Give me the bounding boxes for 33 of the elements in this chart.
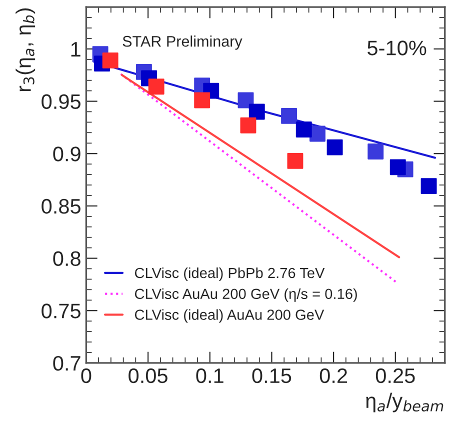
point xyxy=(238,92,254,108)
y-axis-title: r$_{3}$(η$_{a}$, η$_{b}$) xyxy=(16,8,36,92)
y-tick-label: 0.95 xyxy=(42,94,80,110)
point xyxy=(281,108,298,124)
point xyxy=(194,92,210,108)
y-tick-label: 0.7 xyxy=(53,356,80,371)
y-tick-label: 0.75 xyxy=(42,304,80,318)
y-tick-label: 0.8 xyxy=(53,251,80,266)
x-axis-title: η$_{a}$/y$_{beam}$ xyxy=(366,392,444,412)
point xyxy=(390,159,406,176)
y-tick-label: 0.9 xyxy=(53,146,80,162)
point xyxy=(420,178,437,194)
legend-label: CLVisc (ideal) AuAu 200 GeV xyxy=(134,309,324,323)
point xyxy=(102,52,118,68)
x-tick-label: 0.2 xyxy=(320,368,347,384)
y-tick-label: 1 xyxy=(71,42,80,56)
legend-label: CLVisc AuAu 200 GeV (η/s = 0.16) xyxy=(134,288,357,302)
point xyxy=(368,144,384,160)
annotation: STAR Preliminary xyxy=(122,36,242,50)
x-tick-label: 0.1 xyxy=(196,368,224,384)
point xyxy=(240,117,256,134)
x-tick-label: 0.05 xyxy=(128,368,168,384)
y-tick-label: 0.85 xyxy=(42,198,80,214)
x-tick-label: 0.25 xyxy=(376,368,415,384)
point xyxy=(248,104,265,120)
x-tick-label: 0.15 xyxy=(252,368,292,384)
point xyxy=(296,122,312,138)
point xyxy=(148,78,164,95)
annotation: 5-10% xyxy=(368,40,426,56)
legend-label: CLVisc (ideal) PbPb 2.76 TeV xyxy=(134,267,325,282)
point xyxy=(287,152,304,169)
point xyxy=(326,139,343,156)
x-tick-label: 0 xyxy=(81,368,92,384)
